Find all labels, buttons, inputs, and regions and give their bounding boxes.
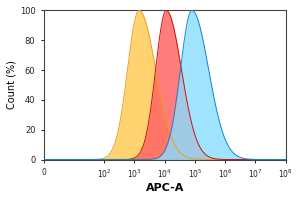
X-axis label: APC-A: APC-A bbox=[146, 183, 184, 193]
Y-axis label: Count (%): Count (%) bbox=[7, 61, 17, 109]
